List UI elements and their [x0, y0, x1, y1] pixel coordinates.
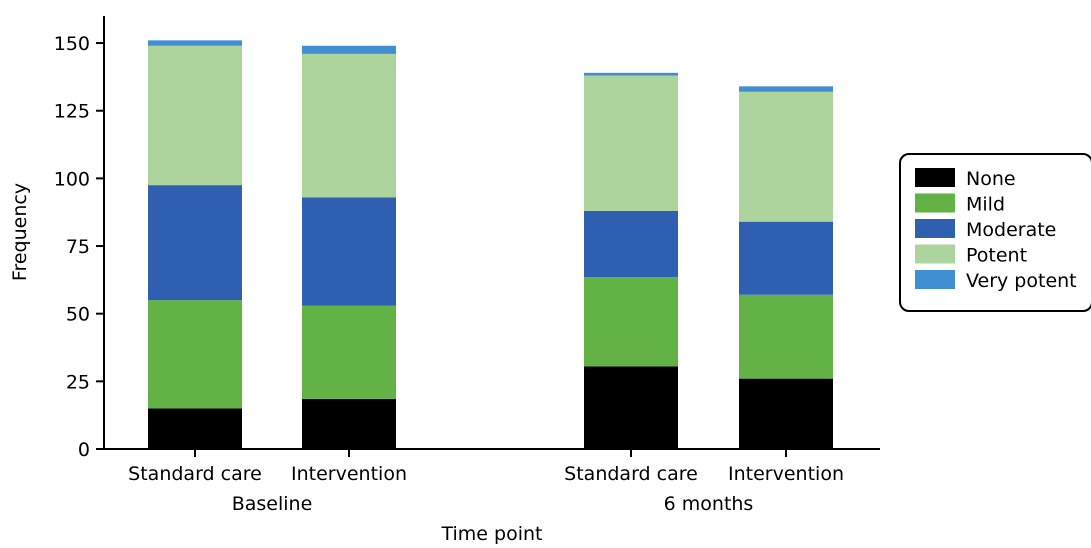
legend-swatch-potent — [915, 244, 955, 264]
legend-label: Moderate — [966, 219, 1056, 241]
x-tick-label: Intervention — [291, 463, 407, 485]
legend-swatch-moderate — [915, 219, 955, 238]
y-tick-label: 100 — [54, 168, 90, 190]
bar-segment-none-1 — [302, 398, 396, 449]
axes-layer — [103, 16, 880, 450]
bar-segment-none-2 — [584, 366, 678, 449]
y-ticks-layer: 0 25 50 75 100 125 150 — [54, 33, 104, 461]
y-tick-label: 50 — [66, 304, 90, 326]
bar-segment-none-0 — [148, 408, 242, 449]
bar-segment-potent-3 — [739, 91, 833, 222]
y-tick-label: 150 — [54, 33, 90, 55]
bar-segment-moderate-0 — [148, 185, 242, 301]
bar-segment-potent-0 — [148, 45, 242, 186]
legend-label: Mild — [966, 194, 1005, 216]
group-label: Baseline — [232, 493, 313, 515]
x-labels-layer: Standard care Intervention Standard care In… — [128, 449, 844, 515]
legend-label: Very potent — [966, 270, 1077, 292]
bar-segment-moderate-3 — [739, 221, 833, 295]
legend-swatch-very-potent — [915, 270, 955, 289]
x-tick-label: Standard care — [128, 463, 262, 485]
legend-swatch-none — [915, 168, 955, 187]
bar-segment-none-3 — [739, 378, 833, 449]
y-tick-label: 75 — [66, 236, 90, 258]
x-tick-label: Intervention — [728, 463, 844, 485]
bar-segment-very-potent-3 — [739, 86, 833, 92]
bar-segment-very-potent-0 — [148, 40, 242, 46]
bar-segment-potent-2 — [584, 75, 678, 211]
legend-label: None — [966, 168, 1016, 190]
group-label: 6 months — [664, 493, 754, 515]
bar-segment-mild-0 — [148, 300, 242, 409]
y-tick-label: 125 — [54, 101, 90, 123]
y-tick-label: 0 — [78, 439, 90, 461]
bars-layer — [148, 40, 833, 449]
bar-segment-very-potent-1 — [302, 45, 396, 54]
legend-label: Potent — [966, 245, 1027, 267]
bar-segment-potent-1 — [302, 53, 396, 198]
legend: None Mild Moderate Potent Very potent — [899, 153, 1091, 312]
bar-segment-moderate-2 — [584, 210, 678, 278]
bar-segment-mild-1 — [302, 305, 396, 399]
bar-segment-mild-3 — [739, 294, 833, 379]
bar-segment-moderate-1 — [302, 197, 396, 306]
legend-swatch-mild — [915, 193, 955, 213]
bar-segment-mild-2 — [584, 277, 678, 367]
bar-segment-very-potent-2 — [584, 72, 678, 76]
x-tick-label: Standard care — [564, 463, 698, 485]
y-tick-label: 25 — [66, 371, 90, 393]
y-axis-title: Frequency — [9, 183, 31, 281]
x-axis-title: Time point — [441, 523, 543, 545]
